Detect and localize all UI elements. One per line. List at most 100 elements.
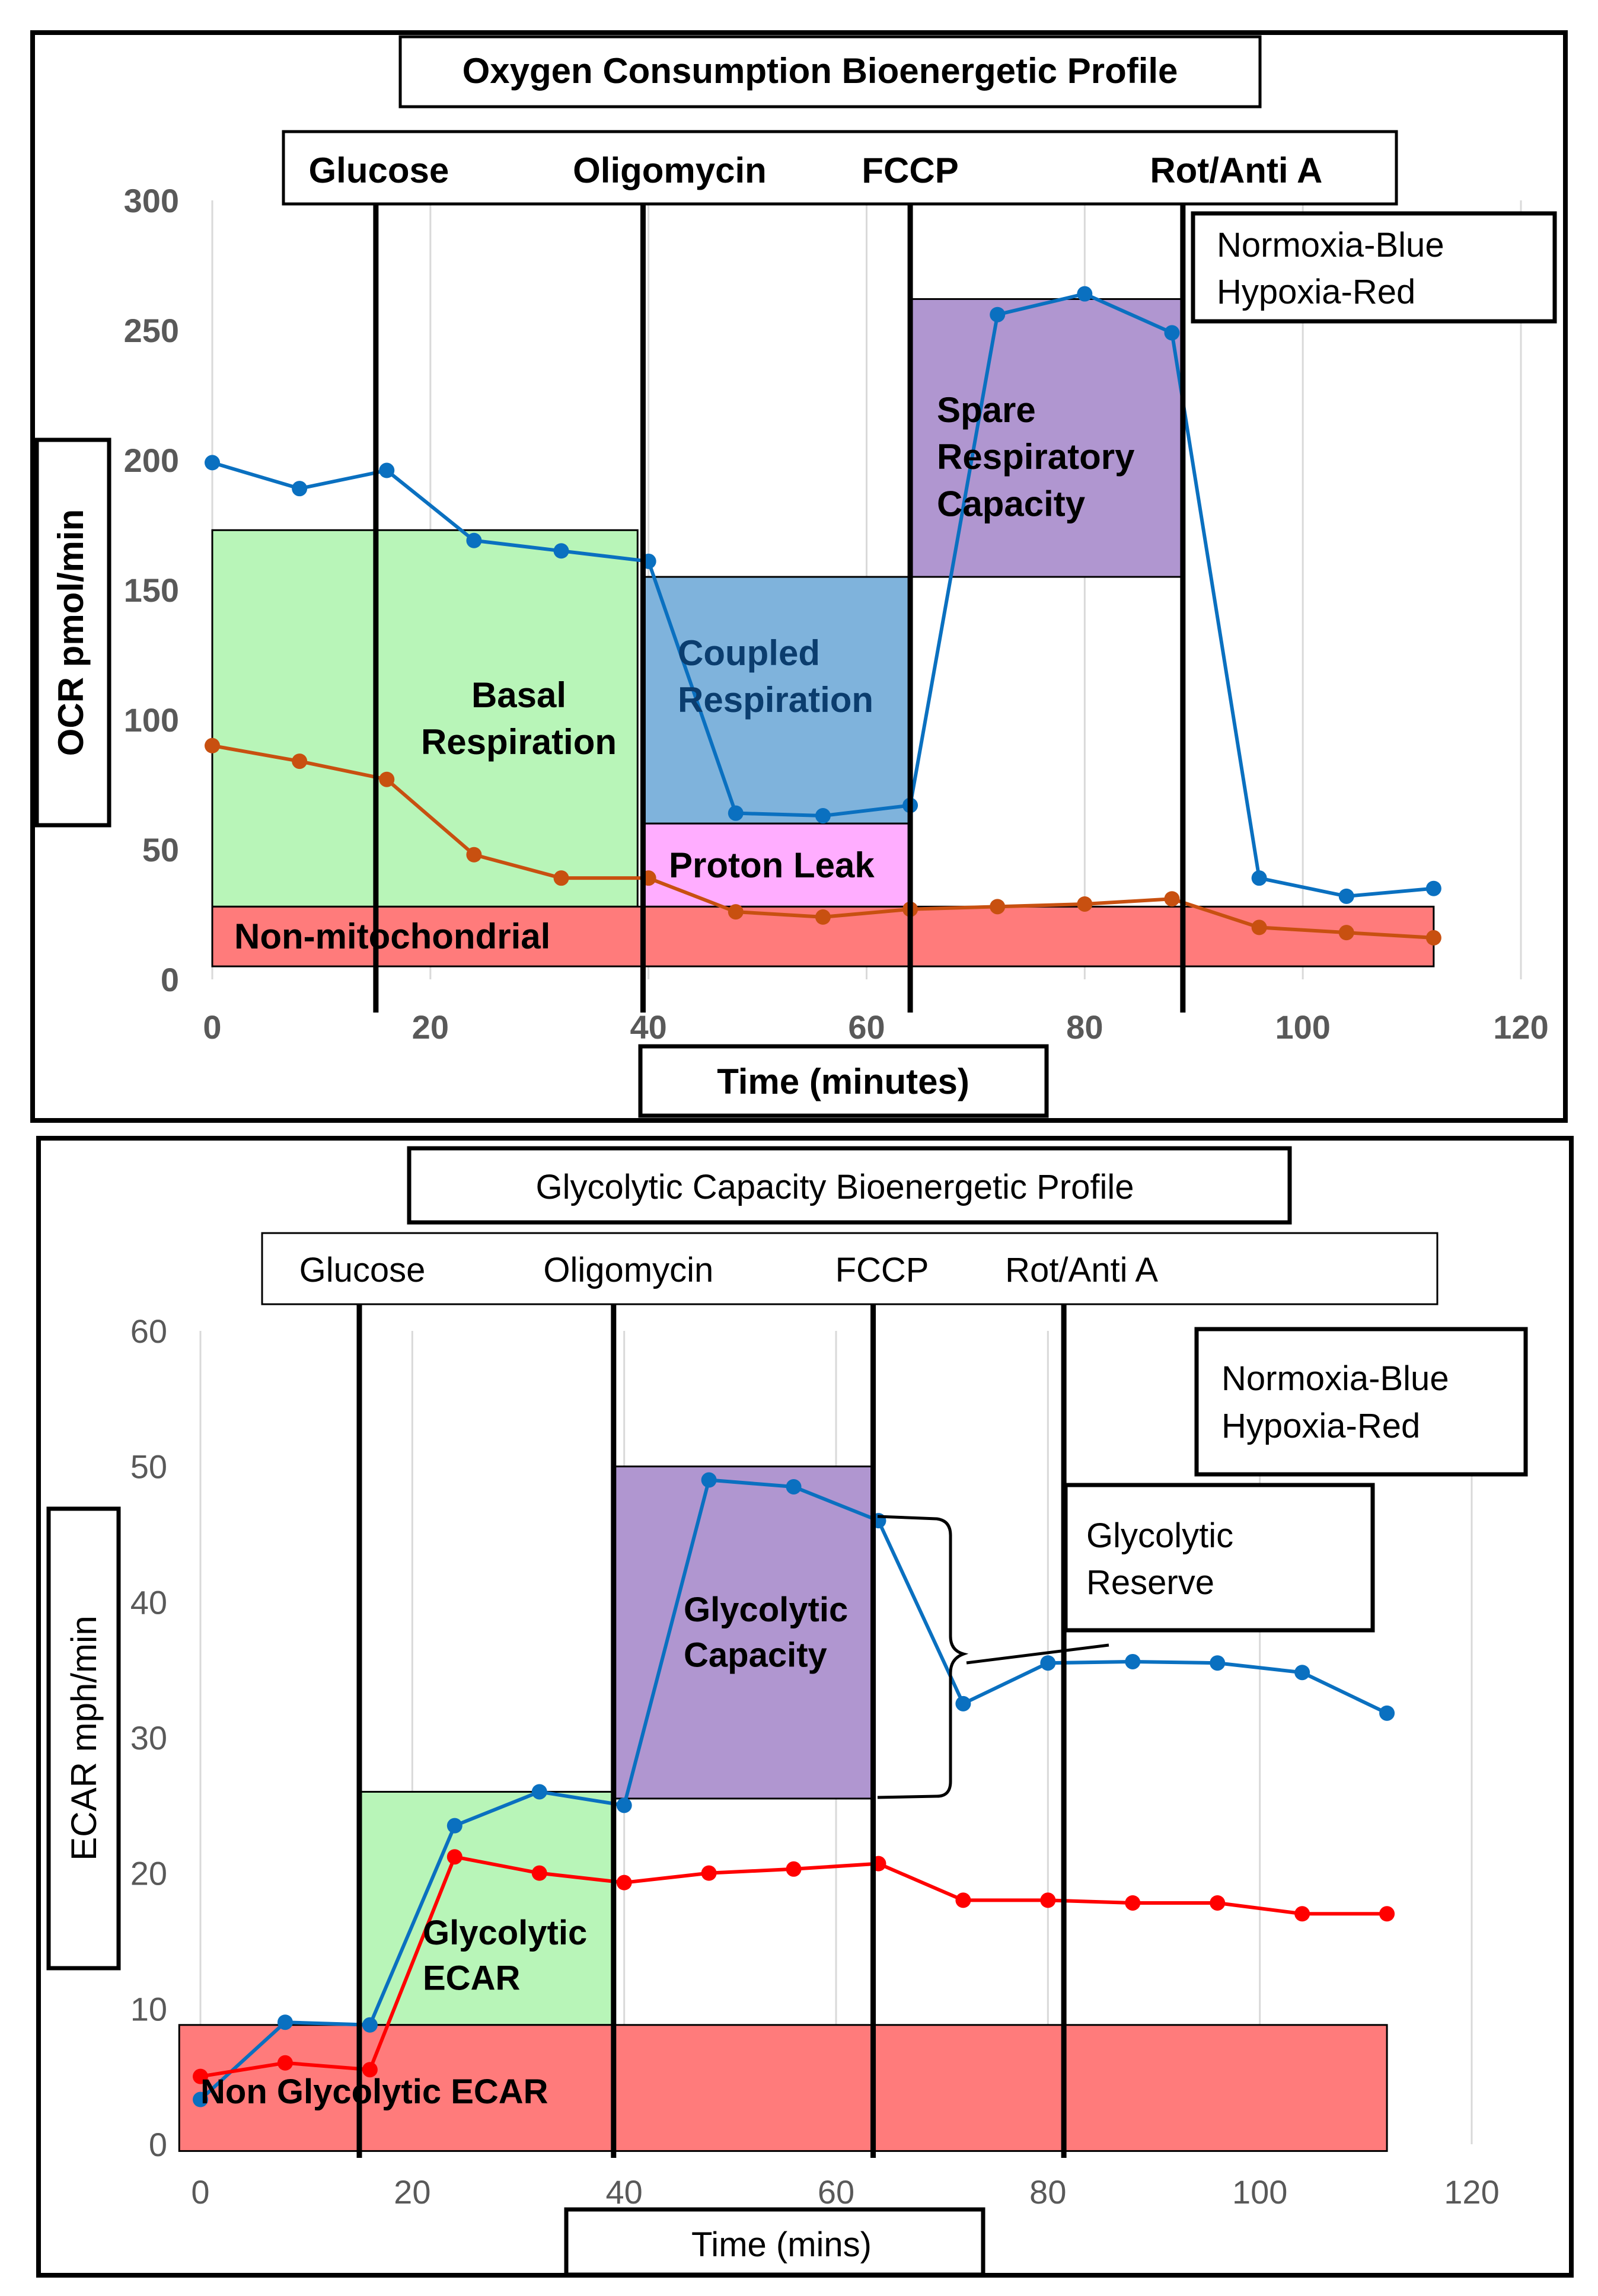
ecar-data-point	[786, 1478, 802, 1495]
ocr-region	[211, 529, 639, 908]
ecar-data-point	[1294, 1906, 1310, 1922]
ocr-x-tick-label: 80	[1066, 1008, 1103, 1046]
ocr-x-tick-label: 60	[848, 1008, 885, 1046]
ecar-data-point	[1379, 1705, 1395, 1721]
ecar-data-point	[1210, 1655, 1226, 1671]
ocr-x-tick-label: 0	[203, 1008, 221, 1046]
ocr-data-point	[466, 847, 482, 863]
ecar-data-point	[1125, 1895, 1141, 1911]
ecar-x-tick-label: 120	[1444, 2173, 1499, 2211]
ocr-x-tick-label: 20	[412, 1008, 449, 1046]
ocr-data-point	[728, 904, 744, 920]
ecar-data-point	[531, 1865, 547, 1881]
ecar-title-box	[407, 1146, 1292, 1225]
glycolytic-reserve-label: Glycolytic Reserve	[1086, 1516, 1233, 1602]
ecar-y-tick-label: 60	[130, 1313, 167, 1350]
ocr-y-tick-label: 100	[124, 701, 179, 739]
ecar-series	[193, 1472, 1395, 2107]
glycolytic-reserve-pointer	[966, 1643, 1109, 1665]
ecar-injection-bar	[261, 1232, 1438, 1305]
ocr-injection-lines	[373, 185, 1186, 1013]
ecar-data-point	[1210, 1895, 1226, 1911]
ocr-y-axis-title: OCR pmol/min	[51, 509, 91, 756]
ocr-injection-label: Glucose	[309, 151, 449, 190]
ocr-data-point	[1425, 880, 1441, 896]
ocr-y-tick-label: 150	[124, 571, 179, 609]
ocr-injection-label: Oligomycin	[573, 151, 767, 190]
ecar-data-point	[1294, 1665, 1310, 1681]
ecar-injection-label: Rot/Anti A	[1005, 1251, 1158, 1289]
ocr-region-label: Proton Leak	[669, 845, 875, 885]
ecar-data-point	[701, 1865, 717, 1881]
ecar-data-point	[786, 1861, 802, 1877]
ecar-data-point	[955, 1695, 971, 1711]
ocr-data-point	[1077, 286, 1093, 302]
ecar-data-point	[362, 2062, 378, 2078]
glycolytic-reserve-brace	[877, 1515, 969, 1799]
ecar-y-axis-title-box	[46, 1506, 121, 1971]
ocr-data-point	[1164, 325, 1180, 341]
ocr-chart-title: Oxygen Consumption Bioenergetic Profile	[463, 51, 1178, 91]
ecar-injection-label: FCCP	[835, 1251, 929, 1289]
ocr-region-labels: Basal Respiration Coupled Respiration Proton…	[234, 390, 1135, 956]
ecar-y-tick-label: 10	[130, 1990, 167, 2027]
ecar-data-point	[193, 2091, 208, 2107]
ecar-data-point	[1125, 1653, 1141, 1669]
ocr-x-tick-labels: 0 20 40 60 80 100 120	[203, 1008, 1548, 1046]
ocr-region-label: Basal Respiration	[421, 675, 617, 762]
ocr-data-point	[205, 455, 220, 471]
ocr-x-tick-label: 120	[1493, 1008, 1548, 1046]
ocr-data-point	[292, 753, 308, 769]
ocr-x-axis-title-box	[638, 1044, 1049, 1118]
ocr-legend-box	[1191, 211, 1557, 324]
ocr-data-point	[379, 771, 395, 787]
ocr-injection-label: FCCP	[862, 151, 958, 190]
ecar-region	[613, 1465, 875, 1800]
ocr-injection-label: Rot/Anti A	[1150, 151, 1322, 190]
ecar-data-point	[277, 2055, 293, 2071]
ecar-data-point	[955, 1892, 971, 1908]
ecar-y-tick-label: 20	[130, 1855, 167, 1892]
ocr-injection-bar	[282, 130, 1398, 206]
ocr-data-point	[553, 870, 569, 886]
ecar-data-point	[277, 2014, 293, 2030]
ocr-y-axis-title-box	[34, 438, 111, 828]
ecar-x-tick-label: 20	[394, 2173, 430, 2211]
ocr-data-point	[815, 808, 831, 824]
ocr-data-point	[728, 805, 744, 821]
ocr-y-tick-labels: 0 50 100 150 200 250 300	[124, 182, 179, 998]
ecar-data-point	[531, 1784, 547, 1800]
ocr-data-point	[1251, 870, 1267, 886]
ecar-y-tick-label: 0	[149, 2126, 167, 2163]
ecar-data-point	[1040, 1655, 1056, 1671]
ocr-data-point	[815, 909, 831, 925]
ocr-data-point	[1425, 930, 1441, 946]
ecar-x-axis-title-box	[564, 2207, 985, 2277]
ocr-y-tick-label: 200	[124, 442, 179, 479]
ecar-panel: Glycolytic ECAR Glycolytic Capacity Non Glyc…	[36, 1136, 1574, 2278]
ocr-injection-labels: Glucose Oligomycin FCCP Rot/Anti A	[309, 151, 1323, 190]
ecar-y-tick-label: 30	[130, 1719, 167, 1757]
ocr-x-axis-title: Time (minutes)	[717, 1062, 969, 1101]
ecar-region-label: Glycolytic Capacity	[684, 1591, 848, 1675]
ocr-data-point	[1164, 891, 1180, 907]
ocr-region-label: Spare Respiratory Capacity	[937, 390, 1135, 523]
ecar-x-tick-labels: 0 20 40 60 80 100 120	[191, 2173, 1499, 2211]
ocr-x-tick-label: 100	[1275, 1008, 1330, 1046]
ecar-x-tick-label: 0	[191, 2173, 209, 2211]
ocr-legend-normoxia: Normoxia-Blue	[1217, 226, 1444, 264]
ecar-y-tick-labels: 0 10 20 30 40 50 60	[130, 1313, 167, 2163]
ecar-region-label: Glycolytic ECAR	[423, 1914, 587, 1998]
ocr-y-tick-label: 300	[124, 182, 179, 219]
ocr-data-point	[379, 462, 395, 478]
ocr-region-label: Non-mitochondrial	[234, 917, 550, 956]
ecar-data-point	[446, 1818, 463, 1834]
ocr-data-point	[553, 543, 569, 559]
ocr-legend-hypoxia: Hypoxia-Red	[1217, 273, 1415, 311]
glycolytic-reserve-box	[1063, 1483, 1375, 1633]
ocr-data-point	[466, 532, 482, 548]
ecar-legend-hypoxia: Hypoxia-Red	[1221, 1407, 1420, 1445]
ocr-y-tick-label: 50	[142, 831, 179, 868]
ecar-x-tick-label: 80	[1029, 2173, 1066, 2211]
